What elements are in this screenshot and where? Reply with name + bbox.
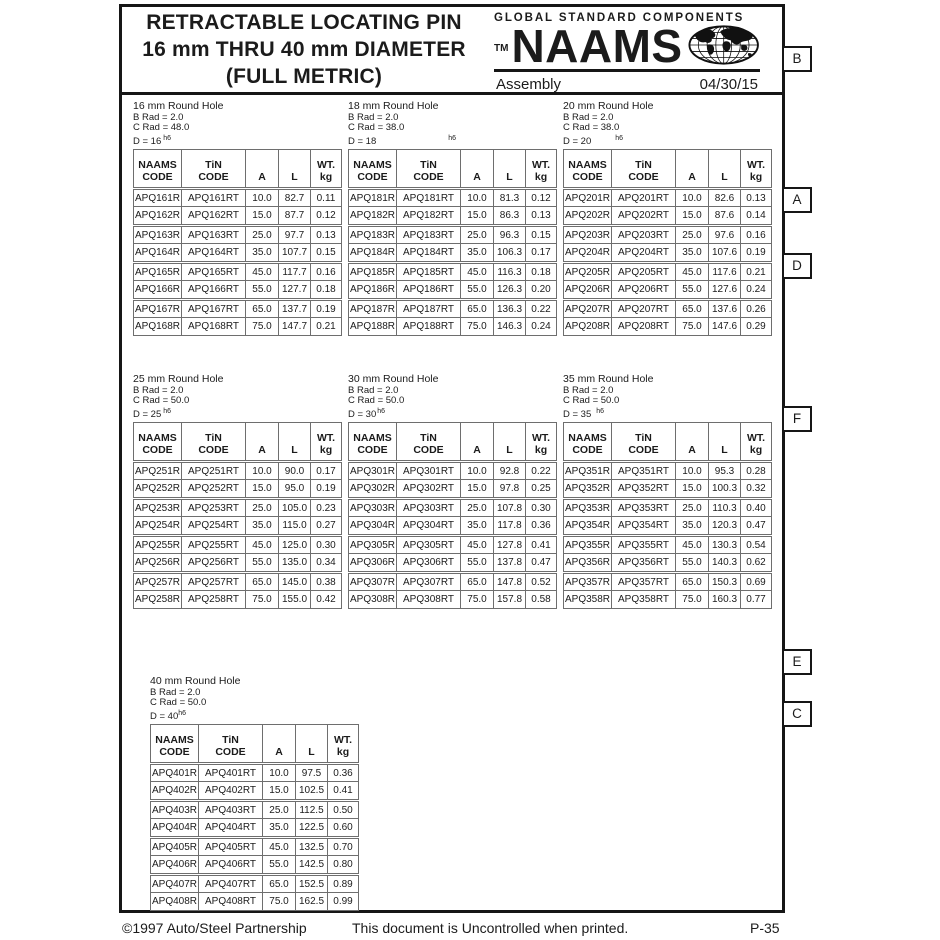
page-title-line-1: RETRACTABLE LOCATING PIN <box>146 11 462 34</box>
document-border: RETRACTABLE LOCATING PIN 16 mm THRU 40 m… <box>119 4 785 913</box>
revision-date: 04/30/15 <box>699 76 758 93</box>
side-reference-label-d: D <box>782 253 812 279</box>
logo-subline: Assembly 04/30/15 <box>494 76 760 93</box>
globe-icon <box>688 25 759 65</box>
side-reference-label-b: B <box>782 46 812 72</box>
logo-tagline: GLOBAL STANDARD COMPONENTS <box>494 12 745 24</box>
uncontrolled-notice: This document is Uncontrolled when print… <box>352 920 629 936</box>
page-title: RETRACTABLE LOCATING PIN 16 mm THRU 40 m… <box>128 9 480 90</box>
side-reference-label-c: C <box>782 701 812 727</box>
page-number: P-35 <box>750 920 780 936</box>
logo-brand-row: TM NAAMS <box>494 20 760 72</box>
side-reference-label-a: A <box>782 187 812 213</box>
document-footer: ©1997 Auto/Steel Partnership This docume… <box>0 918 940 940</box>
page-title-line-2: 16 mm THRU 40 mm DIAMETER <box>142 38 466 61</box>
side-reference-label-e: E <box>782 649 812 675</box>
logo-brand-text: NAAMS <box>511 20 683 72</box>
logo-underline <box>494 69 760 72</box>
side-reference-label-f: F <box>782 406 812 432</box>
copyright-text: ©1997 Auto/Steel Partnership <box>122 920 307 936</box>
page-title-line-3: (FULL METRIC) <box>225 65 383 88</box>
assembly-label: Assembly <box>496 76 562 93</box>
trademark-symbol: TM <box>494 42 509 54</box>
document-header: RETRACTABLE LOCATING PIN 16 mm THRU 40 m… <box>122 7 782 95</box>
naams-logo: GLOBAL STANDARD COMPONENTS TM NAAMS <box>494 12 760 93</box>
